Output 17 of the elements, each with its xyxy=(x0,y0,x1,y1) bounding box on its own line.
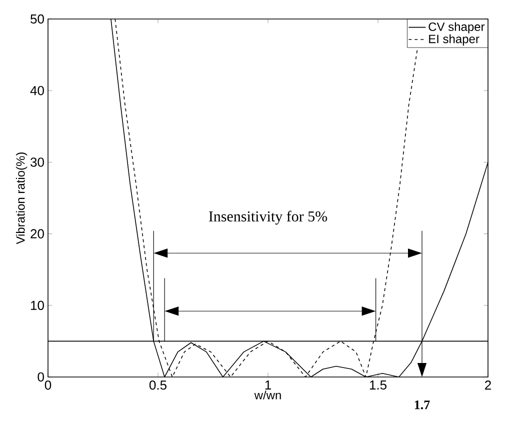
x-axis-title: w/wn xyxy=(254,390,281,400)
x-tick-label: 0.5 xyxy=(149,380,166,390)
y-tick-label: 0 xyxy=(38,372,44,382)
annotation: Insensitivity for 5% xyxy=(208,210,328,225)
x-tick-label: 0 xyxy=(44,380,52,390)
text: 1.7 xyxy=(414,400,430,410)
legend-label: EI shaper xyxy=(429,34,480,46)
y-tick-label: 50 xyxy=(30,14,44,24)
y-tick-label: 10 xyxy=(31,300,44,310)
x-tick-label: 2 xyxy=(485,380,491,390)
y-tick-label: 30 xyxy=(30,158,44,167)
x-tick-label: 1.5 xyxy=(370,380,386,390)
y-axis-title: Vibration ratio(%) xyxy=(16,152,28,244)
legend-label: CV shaper xyxy=(428,22,485,34)
x-tick-label: 1 xyxy=(265,380,271,390)
y-tick-label: 40 xyxy=(30,86,44,96)
y-tick-label: 20 xyxy=(30,229,44,238)
